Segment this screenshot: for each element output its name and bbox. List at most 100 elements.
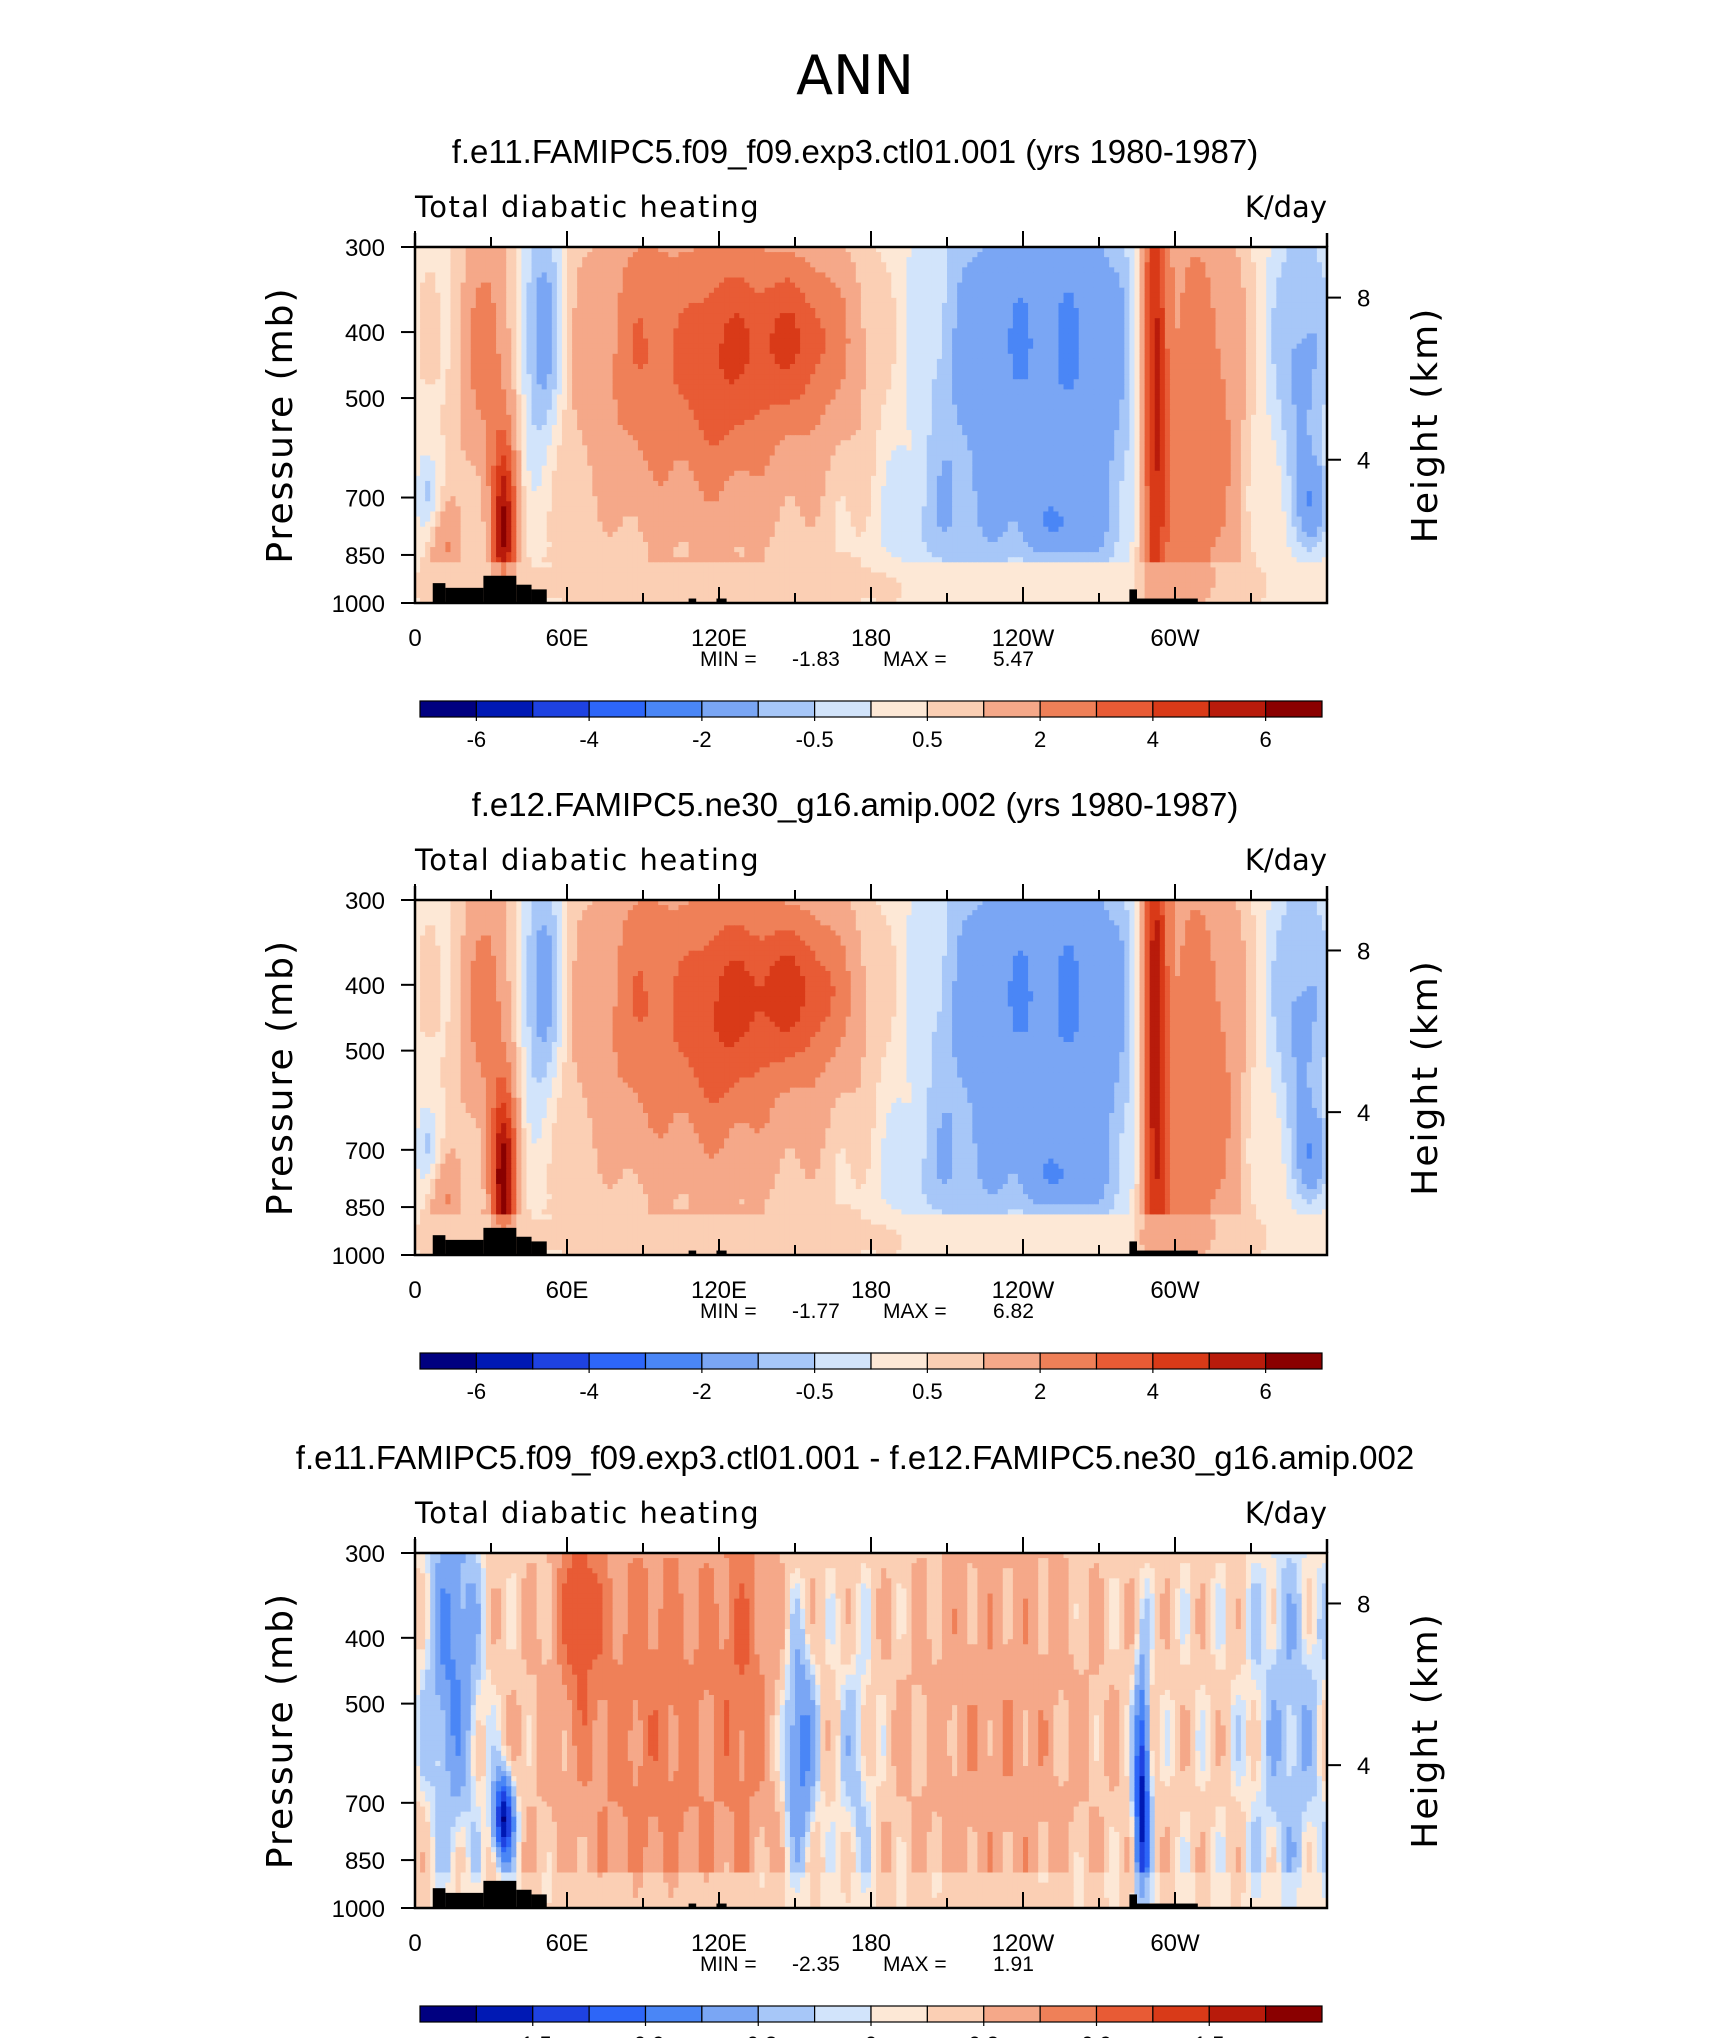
- field-cell: [622, 313, 629, 319]
- field-cell: [1164, 313, 1171, 319]
- field-cell: [977, 272, 984, 279]
- field-cell: [455, 302, 462, 309]
- field-cell: [1175, 297, 1181, 304]
- field-cell: [931, 379, 938, 385]
- field-cell: [1316, 272, 1323, 279]
- field-cell: [926, 287, 933, 294]
- field-cell: [896, 257, 902, 263]
- field-cell: [688, 267, 695, 274]
- field-cell: [622, 369, 629, 375]
- field-cell: [1099, 363, 1105, 370]
- field-cell: [739, 308, 745, 314]
- field-cell: [1048, 287, 1054, 294]
- field-cell: [693, 328, 700, 335]
- field-cell: [754, 302, 761, 309]
- field-cell: [871, 343, 877, 350]
- field-cell: [501, 262, 507, 268]
- field-cell: [1053, 302, 1060, 309]
- field-cell: [713, 348, 720, 355]
- field-cell: [526, 318, 533, 324]
- field-cell: [815, 348, 821, 355]
- field-cell: [835, 379, 842, 385]
- field-cell: [865, 343, 872, 350]
- field-cell: [982, 292, 989, 299]
- field-cell: [1286, 308, 1293, 314]
- field-cell: [795, 308, 801, 314]
- field-cell: [1215, 338, 1222, 345]
- field-cell: [789, 343, 796, 350]
- field-cell: [465, 369, 472, 375]
- field-cell: [992, 358, 999, 365]
- field-cell: [643, 262, 649, 268]
- field-cell: [501, 323, 507, 329]
- field-cell: [516, 323, 522, 329]
- field-cell: [1276, 262, 1282, 268]
- field-cell: [1175, 369, 1181, 375]
- field-cell: [800, 369, 806, 375]
- field-cell: [1134, 287, 1141, 294]
- field-cell: [1119, 277, 1125, 284]
- field-cell: [1271, 267, 1277, 274]
- field-cell: [485, 292, 492, 299]
- field-cell: [1038, 369, 1044, 375]
- field-cell: [830, 282, 837, 289]
- field-cell: [1220, 252, 1227, 258]
- field-cell: [896, 384, 902, 390]
- field-cell: [1068, 358, 1075, 365]
- field-cell: [1149, 252, 1156, 258]
- field-cell: [1093, 333, 1100, 340]
- field-cell: [1063, 302, 1070, 309]
- field-cell: [1043, 313, 1049, 319]
- field-cell: [637, 308, 644, 314]
- field-cell: [1144, 252, 1151, 258]
- field-cell: [440, 333, 446, 340]
- field-cell: [860, 287, 867, 294]
- field-cell: [1099, 379, 1105, 385]
- field-cell: [1235, 369, 1242, 375]
- field-cell: [556, 323, 563, 329]
- field-cell: [744, 333, 750, 340]
- field-cell: [678, 343, 685, 350]
- field-cell: [1104, 267, 1110, 274]
- field-cell: [1220, 292, 1227, 299]
- field-cell: [450, 358, 457, 365]
- field-cell: [876, 292, 882, 299]
- field-cell: [475, 369, 482, 375]
- field-cell: [526, 338, 533, 345]
- field-cell: [1063, 308, 1070, 314]
- field-cell: [734, 379, 740, 385]
- field-cell: [460, 272, 467, 279]
- field-cell: [764, 358, 771, 365]
- field-cell: [886, 363, 892, 370]
- field-cell: [992, 333, 999, 340]
- field-cell: [1205, 338, 1212, 345]
- field-cell: [1291, 353, 1298, 360]
- field-cell: [506, 363, 512, 370]
- field-cell: [921, 333, 928, 340]
- field-cell: [1028, 358, 1034, 365]
- field-cell: [835, 302, 842, 309]
- field-cell: [1235, 282, 1242, 289]
- field-cell: [1139, 267, 1146, 274]
- field-cell: [1073, 343, 1080, 350]
- field-cell: [729, 384, 735, 390]
- field-cell: [1266, 353, 1272, 360]
- field-cell: [1185, 323, 1191, 329]
- field-cell: [815, 369, 821, 375]
- field-cell: [729, 363, 735, 370]
- field-cell: [1023, 328, 1029, 335]
- field-cell: [1017, 292, 1024, 299]
- field-cell: [587, 358, 593, 365]
- field-cell: [1220, 328, 1227, 335]
- field-cell: [1311, 338, 1318, 345]
- field-cell: [713, 267, 720, 274]
- field-cell: [612, 384, 619, 390]
- field-cell: [926, 353, 933, 360]
- field-cell: [612, 257, 619, 263]
- field-cell: [1235, 374, 1242, 380]
- field-cell: [952, 328, 958, 335]
- field-cell: [1109, 343, 1115, 350]
- field-cell: [1048, 384, 1054, 390]
- field-cell: [1078, 318, 1085, 324]
- field-cell: [1164, 302, 1171, 309]
